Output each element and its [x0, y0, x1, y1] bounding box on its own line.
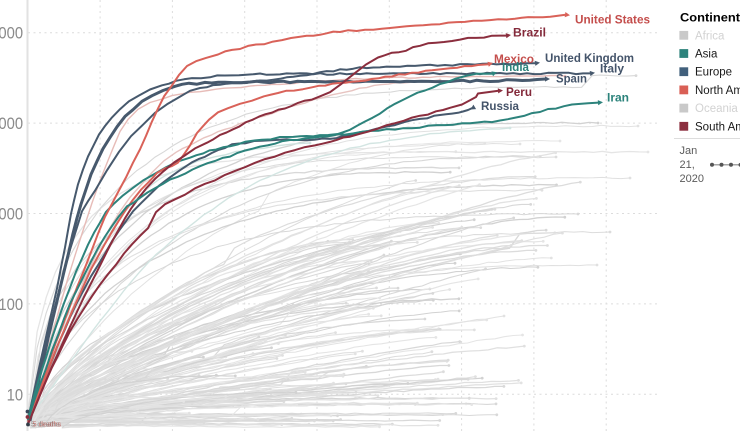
svg-text:10,000: 10,000 [0, 115, 23, 133]
svg-text:Mexico: Mexico [494, 52, 534, 66]
svg-text:Russia: Russia [481, 99, 519, 113]
svg-text:Asia: Asia [695, 49, 718, 61]
svg-text:Spain: Spain [556, 72, 587, 86]
svg-text:100,000: 100,000 [0, 25, 23, 43]
svg-text:Oceania: Oceania [695, 103, 738, 115]
svg-text:5 deaths: 5 deaths [31, 420, 60, 429]
svg-text:21,: 21, [680, 159, 695, 171]
svg-text:5 deaths: 5 deaths [33, 420, 62, 429]
svg-text:United States: United States [575, 13, 650, 27]
svg-text:1,000: 1,000 [0, 206, 23, 224]
svg-text:Continent: Continent [680, 11, 740, 25]
svg-text:Brazil: Brazil [513, 26, 546, 40]
svg-text:India: India [502, 60, 529, 74]
svg-text:Italy: Italy [600, 62, 624, 76]
svg-text:100: 100 [0, 296, 23, 314]
svg-text:Africa: Africa [695, 30, 725, 42]
svg-text:2020: 2020 [680, 173, 704, 185]
svg-text:10: 10 [7, 386, 24, 404]
svg-text:Jan: Jan [680, 145, 698, 157]
svg-text:North America: North America [695, 85, 740, 97]
svg-text:Europe: Europe [695, 67, 732, 79]
svg-text:Peru: Peru [506, 85, 532, 99]
svg-text:Iran: Iran [607, 91, 629, 105]
svg-text:United Kingdom: United Kingdom [545, 51, 634, 65]
svg-text:South America: South America [695, 121, 740, 133]
